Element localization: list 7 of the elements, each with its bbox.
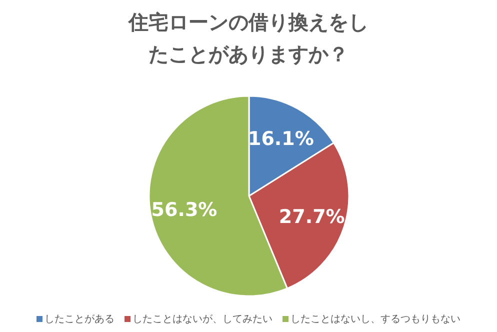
legend-label: したことはないし、するつもりもない <box>290 314 460 325</box>
legend-label: したことはないが、してみたい <box>132 314 272 325</box>
data-label: 16.1% <box>248 128 314 150</box>
data-label: 27.7% <box>278 206 345 228</box>
data-label: 56.3% <box>151 198 218 221</box>
legend-label: したことがある <box>44 314 114 325</box>
title: 住宅ローンの借り換えをしたことがありますか？ <box>128 9 368 68</box>
